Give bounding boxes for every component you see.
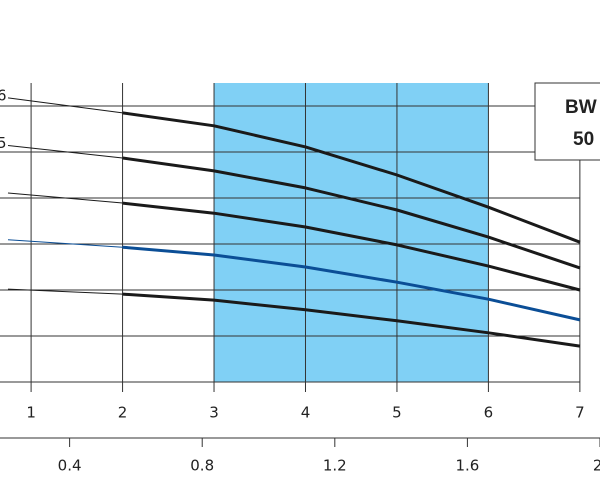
pump-curve bbox=[122, 111, 581, 244]
secondary-tick-label: 0.8 bbox=[190, 457, 214, 475]
label-box bbox=[534, 82, 600, 161]
secondary-tick-label: 1.6 bbox=[455, 457, 479, 475]
x-tick-label: 6 bbox=[484, 404, 494, 422]
leader-line bbox=[7, 97, 123, 114]
x-tick-label: 7 bbox=[575, 404, 585, 422]
pump-curve bbox=[122, 292, 581, 348]
x-tick-label: 3 bbox=[209, 404, 219, 422]
x-tick-label: 2 bbox=[118, 404, 128, 422]
pump-curve bbox=[122, 156, 581, 270]
pump-curve bbox=[122, 201, 581, 292]
secondary-tick-label: 0.4 bbox=[58, 457, 82, 475]
curve-label: 5 bbox=[0, 134, 7, 152]
operating-band bbox=[214, 83, 489, 382]
secondary-tick-label: 2. bbox=[593, 457, 600, 475]
leader-line bbox=[7, 239, 123, 248]
box-text: 50 bbox=[573, 129, 594, 150]
leader-line bbox=[7, 144, 123, 159]
x-tick-label: 5 bbox=[392, 404, 402, 422]
x-tick-label: 4 bbox=[301, 404, 311, 422]
curve-label: 6 bbox=[0, 86, 7, 104]
leader-line bbox=[7, 192, 123, 204]
leader-line bbox=[7, 288, 123, 295]
x-tick-label: 1 bbox=[26, 404, 36, 422]
pump-curve bbox=[122, 245, 581, 322]
secondary-tick-label: 1.2 bbox=[323, 457, 347, 475]
box-text: BW bbox=[565, 97, 597, 118]
curve-label: ' bbox=[0, 182, 1, 200]
